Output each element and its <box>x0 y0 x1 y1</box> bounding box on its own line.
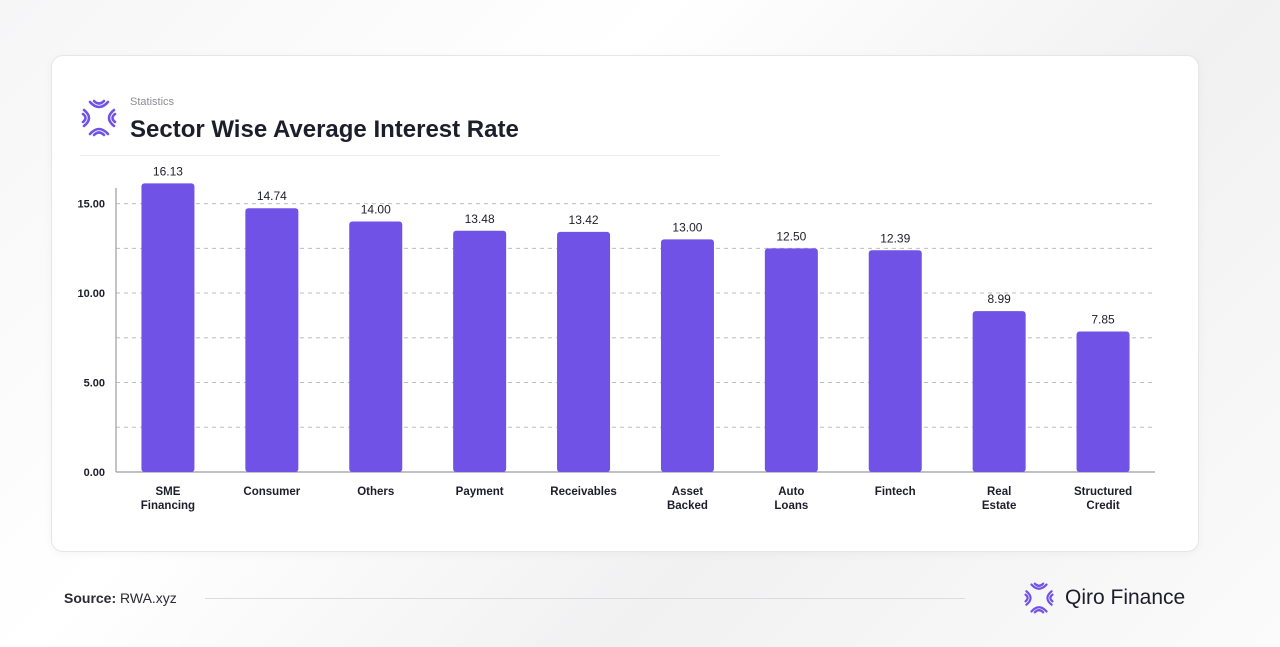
section-kicker: Statistics <box>130 96 175 108</box>
x-tick-label: Consumer <box>243 486 300 498</box>
data-label: 13.00 <box>672 220 702 234</box>
bar <box>868 250 922 472</box>
data-label: 16.13 <box>153 164 183 178</box>
data-label: 13.48 <box>465 212 495 226</box>
x-tick-label: Fintech <box>875 486 916 498</box>
x-tick-label: Payment <box>456 486 504 498</box>
bar <box>453 230 507 472</box>
bar <box>1076 331 1130 472</box>
source-note: Source: RWA.xyz <box>64 590 177 606</box>
bar <box>972 311 1026 472</box>
data-label: 7.85 <box>1091 313 1115 327</box>
bar <box>764 248 818 472</box>
data-label: 14.00 <box>361 202 391 216</box>
bar <box>245 208 299 473</box>
data-label: 14.74 <box>257 189 287 203</box>
bar <box>557 231 611 472</box>
y-tick-label: 10.00 <box>77 288 105 300</box>
x-tick-label: Structured Credit <box>1074 486 1132 512</box>
x-tick-label: Others <box>357 486 394 498</box>
x-tick-label: Asset Backed <box>667 486 708 512</box>
x-tick-label: SME Financing <box>141 486 195 512</box>
footer-divider <box>205 598 965 599</box>
data-label: 12.39 <box>880 231 910 245</box>
y-tick-label: 15.00 <box>77 199 105 211</box>
header-divider <box>80 155 720 156</box>
brand-name: Qiro Finance <box>1065 586 1186 609</box>
chart-title: Sector Wise Average Interest Rate <box>130 116 519 143</box>
x-tick-label: Auto Loans <box>774 486 808 512</box>
data-label: 8.99 <box>987 292 1011 306</box>
data-label: 12.50 <box>776 229 806 243</box>
bar <box>141 183 195 472</box>
qiro-logo-icon <box>1024 582 1054 614</box>
y-tick-label: 5.00 <box>84 378 105 390</box>
bar <box>660 239 714 472</box>
x-tick-label: Receivables <box>550 486 617 498</box>
source-label: Source: <box>64 590 117 606</box>
bar <box>349 221 403 472</box>
source-value: RWA.xyz <box>120 590 177 606</box>
brand: Qiro Finance <box>1023 581 1185 615</box>
data-label: 13.42 <box>569 213 599 227</box>
qiro-logo-icon <box>81 99 117 137</box>
x-tick-label: Real Estate <box>982 486 1017 512</box>
y-tick-label: 0.00 <box>84 467 105 479</box>
